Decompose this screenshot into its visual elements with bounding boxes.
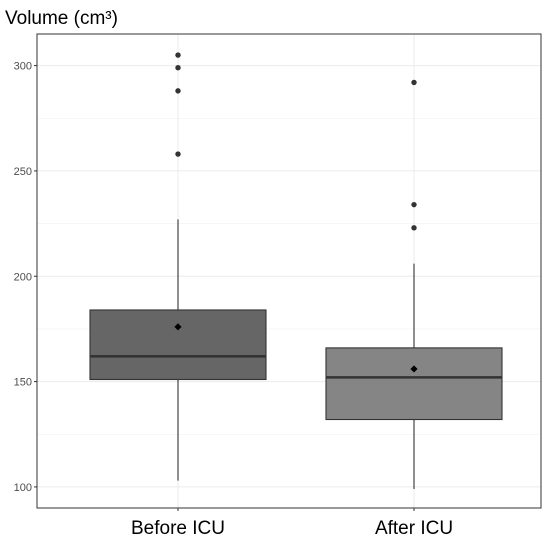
outlier-point — [175, 52, 181, 58]
y-tick-label: 100 — [14, 482, 32, 494]
x-tick-label: Before ICU — [131, 518, 225, 539]
iqr-box — [325, 347, 503, 421]
boxes-layer — [89, 52, 503, 490]
y-tick-label: 150 — [14, 377, 32, 389]
y-tick-label: 300 — [14, 61, 32, 73]
outlier-point — [411, 79, 417, 86]
iqr-box — [89, 309, 267, 381]
outlier-point — [411, 201, 417, 208]
outlier-point — [175, 88, 181, 94]
mean-marker — [174, 323, 182, 331]
outlier-point — [175, 65, 181, 71]
mean-marker — [410, 365, 418, 373]
box-group — [325, 79, 503, 490]
outlier-point — [175, 151, 181, 157]
box-group — [89, 52, 267, 481]
y-tick-label: 200 — [14, 271, 32, 283]
y-axis: 100 150 200 250 300 — [14, 61, 37, 494]
x-axis: Before ICU After ICU — [131, 508, 453, 539]
y-tick-label: 250 — [14, 166, 32, 178]
chart-title: Volume (cm³) — [5, 8, 118, 29]
plot-panel-border — [36, 33, 542, 509]
grid-layer — [37, 34, 541, 508]
x-tick-label: After ICU — [375, 518, 453, 539]
outlier-point — [411, 225, 417, 231]
